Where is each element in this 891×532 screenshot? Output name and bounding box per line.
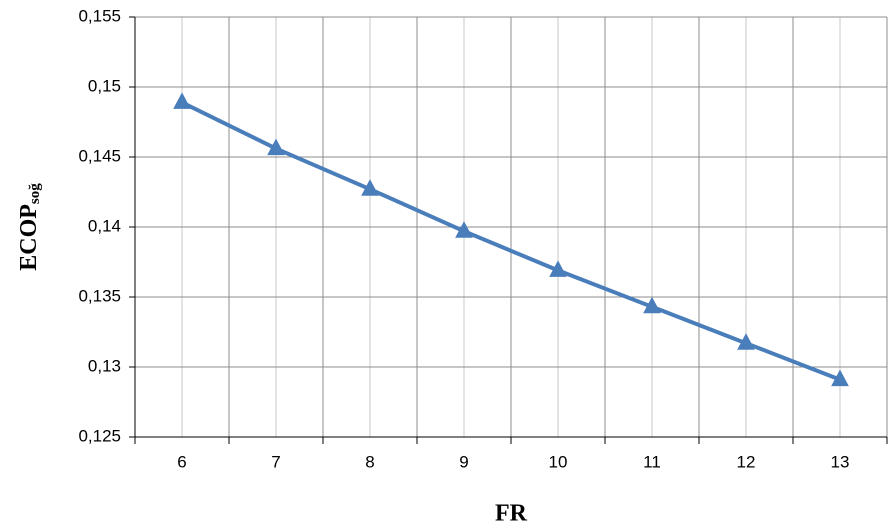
x-tick-label: 12 [737,452,756,471]
marker [361,179,379,196]
y-tick-label: 0,125 [78,426,121,445]
marker [173,92,191,109]
y-tick-label: 0,13 [88,356,121,375]
marker [267,138,285,156]
marker [455,221,473,238]
y-axis-title-sub: soğ [27,183,43,204]
y-tick-label: 0,145 [78,146,121,165]
x-tick-label: 10 [549,452,568,471]
x-tick-label: 11 [643,452,661,471]
data-line [181,100,841,382]
y-tick-label: 0,14 [88,216,121,235]
marker [549,260,567,277]
y-tick-label: 0,135 [78,286,121,305]
x-tick-label: 8 [365,452,374,471]
marker [831,369,849,387]
y-tick-label: 0,15 [88,76,121,95]
y-axis-title: ECOPsoğ [16,183,44,271]
x-tick-label: 13 [831,452,850,471]
x-tick-label: 9 [459,452,468,471]
y-tick-label: 0,155 [78,6,121,25]
x-tick-label: 7 [271,452,280,471]
x-tick-label: 6 [177,452,186,471]
marker [737,333,755,350]
marker [643,296,661,314]
x-axis-title: FR [495,501,528,527]
y-axis-title-main: ECOP [16,204,42,271]
